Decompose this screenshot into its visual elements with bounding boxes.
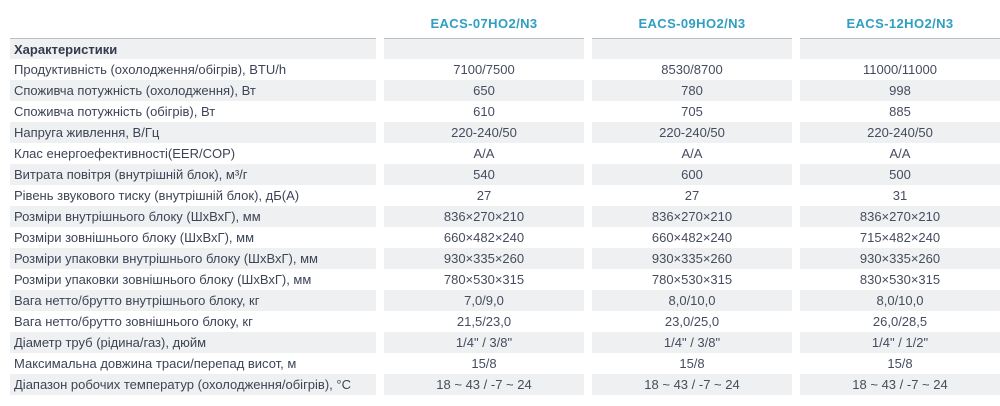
row-value: 885 xyxy=(889,104,911,119)
model-name-1: EACS-07HO2/N3 xyxy=(430,15,538,31)
section-cell xyxy=(592,38,792,59)
row-value: 15/8 xyxy=(679,356,705,371)
table-row: Розміри зовнішнього блоку (ШхВхГ), мм 66… xyxy=(10,227,1000,248)
row-label: Споживча потужність (обігрів), Вт xyxy=(14,104,216,119)
table-row: Розміри внутрішнього блоку (ШхВхГ), мм 8… xyxy=(10,206,1000,227)
row-value: 15/8 xyxy=(887,356,913,371)
table-row: Вага нетто/брутто зовнішнього блоку, кг … xyxy=(10,311,1000,332)
row-value: 1/4" / 1/2" xyxy=(800,332,1000,353)
row-value: 998 xyxy=(800,80,1000,101)
row-value: 500 xyxy=(800,164,1000,185)
row-value: 1/4" / 3/8" xyxy=(384,332,584,353)
row-value: 715×482×240 xyxy=(859,230,941,245)
table-row: Розміри упаковки внутрішнього блоку (ШхВ… xyxy=(10,248,1000,269)
section-cell xyxy=(800,38,1000,59)
row-label: Вага нетто/брутто зовнішнього блоку, кг xyxy=(14,314,253,329)
row-value: 23,0/25,0 xyxy=(664,314,720,329)
row-value: 830×530×315 xyxy=(859,272,941,287)
row-label: Максимальна довжина траси/перепад висот,… xyxy=(14,356,297,371)
row-label: Споживча потужність (охолодження), Вт xyxy=(10,80,376,101)
row-label: Розміри внутрішнього блоку (ШхВхГ), мм xyxy=(10,206,376,227)
table-row: Рівень звукового тиску (внутрішній блок)… xyxy=(10,185,1000,206)
row-value: 930×335×260 xyxy=(384,248,584,269)
row-value: 18 ~ 43 / -7 ~ 24 xyxy=(592,374,792,395)
table-row: Витрата повітря (внутрішній блок), м³/г … xyxy=(10,164,1000,185)
table-row: Діаметр труб (рідина/газ), дюйм 1/4" / 3… xyxy=(10,332,1000,353)
table-row: Продуктивність (охолодження/обігрів), BT… xyxy=(10,59,1000,80)
row-value: 27 xyxy=(476,188,492,203)
section-title: Характеристики xyxy=(10,38,376,59)
model-name-3: EACS-12HO2/N3 xyxy=(846,15,954,31)
table-row: Діапазон робочих температур (охолодження… xyxy=(10,374,1000,395)
row-label: Розміри упаковки внутрішнього блоку (ШхВ… xyxy=(10,248,376,269)
table-row: Розміри упаковки зовнішнього блоку (ШхВх… xyxy=(10,269,1000,290)
row-label: Продуктивність (охолодження/обігрів), BT… xyxy=(14,62,287,77)
row-label: Клас енергоефективності(EER/COP) xyxy=(14,146,236,161)
row-value: 8530/8700 xyxy=(661,62,723,77)
section-cell xyxy=(384,38,584,59)
row-label: Рівень звукового тиску (внутрішній блок)… xyxy=(14,188,300,203)
row-value: A/A xyxy=(473,146,495,161)
row-value: 11000/11000 xyxy=(863,62,937,77)
table-row: Напруга живлення, В/Гц 220-240/50 220-24… xyxy=(10,122,1000,143)
row-value: 780×530×315 xyxy=(443,272,525,287)
row-value: 650 xyxy=(384,80,584,101)
section-header-row: Характеристики xyxy=(10,38,1000,59)
table-row: Максимальна довжина траси/перепад висот,… xyxy=(10,353,1000,374)
spec-table: EACS-07HO2/N3 EACS-09HO2/N3 EACS-12HO2/N… xyxy=(10,8,1000,395)
row-value: 780×530×315 xyxy=(651,272,733,287)
models-header-row: EACS-07HO2/N3 EACS-09HO2/N3 EACS-12HO2/N… xyxy=(10,8,1000,38)
table-row: Споживча потужність (охолодження), Вт 65… xyxy=(10,80,1000,101)
row-label: Витрата повітря (внутрішній блок), м³/г xyxy=(10,164,376,185)
row-value: 220-240/50 xyxy=(592,122,792,143)
row-value: 27 xyxy=(684,188,700,203)
row-value: 836×270×210 xyxy=(384,206,584,227)
row-value: 7100/7500 xyxy=(453,62,515,77)
row-value: 660×482×240 xyxy=(443,230,525,245)
row-value: 1/4" / 3/8" xyxy=(592,332,792,353)
row-label: Вага нетто/брутто внутрішнього блоку, кг xyxy=(10,290,376,311)
row-value: 7,0/9,0 xyxy=(384,290,584,311)
row-value: 610 xyxy=(473,104,495,119)
row-value: A/A xyxy=(889,146,911,161)
row-value: 15/8 xyxy=(471,356,497,371)
table-row: Клас енергоефективності(EER/COP) A/A A/A… xyxy=(10,143,1000,164)
model-name-2: EACS-09HO2/N3 xyxy=(638,15,746,31)
row-value: 836×270×210 xyxy=(592,206,792,227)
row-value: 220-240/50 xyxy=(384,122,584,143)
table-row: Споживча потужність (обігрів), Вт 610 70… xyxy=(10,101,1000,122)
row-value: 26,0/28,5 xyxy=(872,314,928,329)
row-label: Розміри зовнішнього блоку (ШхВхГ), мм xyxy=(14,230,255,245)
row-label: Розміри упаковки зовнішнього блоку (ШхВх… xyxy=(14,272,312,287)
row-value: 600 xyxy=(592,164,792,185)
row-label: Напруга живлення, В/Гц xyxy=(10,122,376,143)
row-value: 540 xyxy=(384,164,584,185)
row-value: 930×335×260 xyxy=(592,248,792,269)
row-value: 930×335×260 xyxy=(800,248,1000,269)
row-value: 8,0/10,0 xyxy=(800,290,1000,311)
row-label: Діапазон робочих температур (охолодження… xyxy=(10,374,376,395)
row-value: 836×270×210 xyxy=(800,206,1000,227)
row-value: 780 xyxy=(592,80,792,101)
row-value: 31 xyxy=(892,188,908,203)
row-value: A/A xyxy=(681,146,703,161)
row-value: 220-240/50 xyxy=(800,122,1000,143)
row-value: 18 ~ 43 / -7 ~ 24 xyxy=(800,374,1000,395)
row-value: 660×482×240 xyxy=(651,230,733,245)
row-value: 8,0/10,0 xyxy=(592,290,792,311)
row-value: 21,5/23,0 xyxy=(456,314,512,329)
table-row: Вага нетто/брутто внутрішнього блоку, кг… xyxy=(10,290,1000,311)
row-value: 18 ~ 43 / -7 ~ 24 xyxy=(384,374,584,395)
row-label: Діаметр труб (рідина/газ), дюйм xyxy=(10,332,376,353)
row-value: 705 xyxy=(681,104,703,119)
